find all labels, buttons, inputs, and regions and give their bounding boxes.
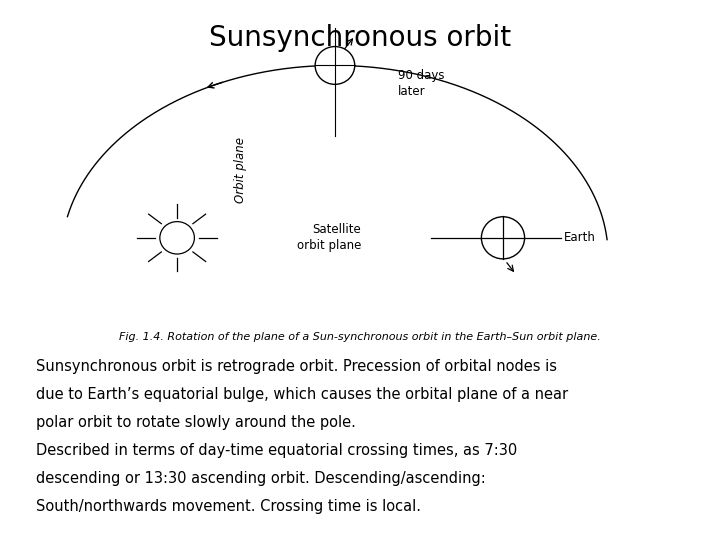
Ellipse shape <box>160 221 194 254</box>
Text: Earth: Earth <box>564 231 596 244</box>
Text: due to Earth’s equatorial bulge, which causes the orbital plane of a near: due to Earth’s equatorial bulge, which c… <box>36 387 568 402</box>
Text: polar orbit to rotate slowly around the pole.: polar orbit to rotate slowly around the … <box>36 415 356 430</box>
Text: Orbit plane: Orbit plane <box>234 137 247 203</box>
Text: Satellite
orbit plane: Satellite orbit plane <box>297 224 361 252</box>
Ellipse shape <box>315 46 355 84</box>
Text: Fig. 1.4. Rotation of the plane of a Sun-synchronous orbit in the Earth–Sun orbi: Fig. 1.4. Rotation of the plane of a Sun… <box>119 332 601 342</box>
Text: 90 days
later: 90 days later <box>398 70 444 98</box>
Text: descending or 13:30 ascending orbit. Descending/ascending:: descending or 13:30 ascending orbit. Des… <box>36 471 486 487</box>
Text: South/northwards movement. Crossing time is local.: South/northwards movement. Crossing time… <box>36 500 421 515</box>
Text: Sunsynchronous orbit is retrograde orbit. Precession of orbital nodes is: Sunsynchronous orbit is retrograde orbit… <box>36 359 557 374</box>
Text: Sunsynchronous orbit: Sunsynchronous orbit <box>209 24 511 52</box>
Text: Described in terms of day-time equatorial crossing times, as 7:30: Described in terms of day-time equatoria… <box>36 443 517 458</box>
Ellipse shape <box>482 217 525 259</box>
